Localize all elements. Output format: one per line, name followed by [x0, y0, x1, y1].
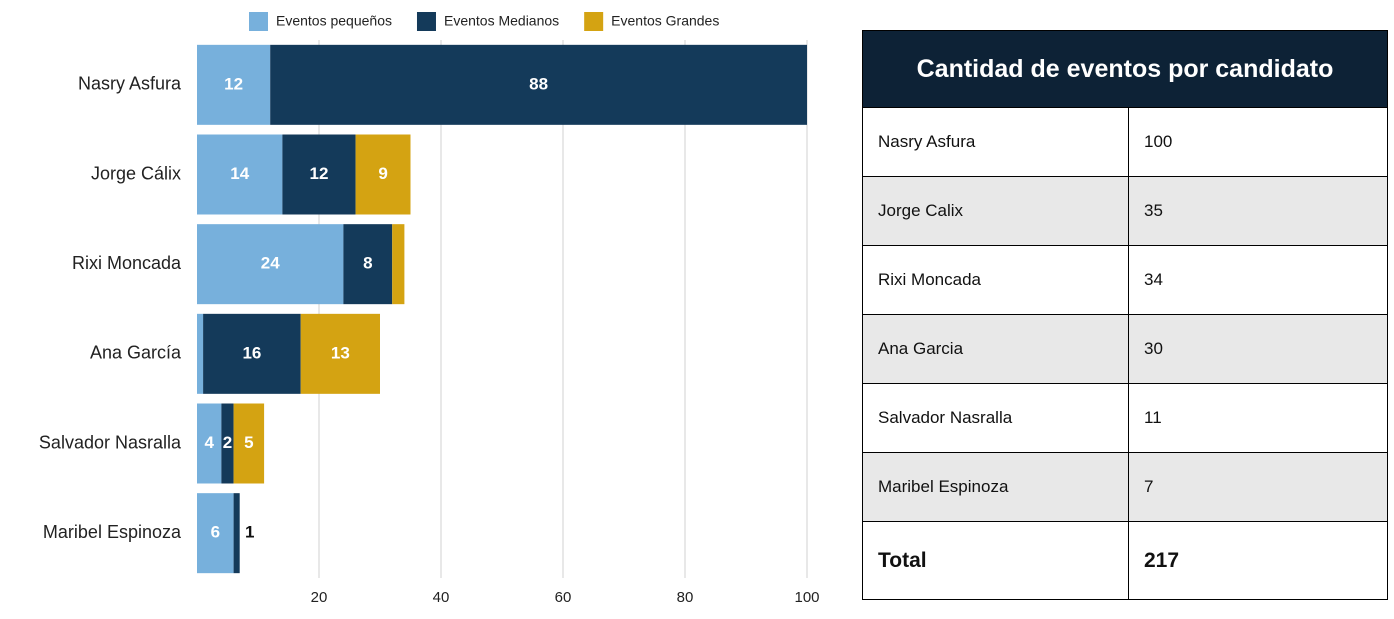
table-cell: Nasry Asfura [862, 107, 1129, 177]
bar-segment [197, 313, 204, 394]
bar-segment [197, 403, 222, 484]
table-cell: 30 [1128, 314, 1388, 384]
legend-label: Eventos Medianos [444, 13, 559, 29]
table-row: Maribel Espinoza 7 [862, 452, 1388, 522]
x-tick-label: 100 [794, 589, 819, 606]
table-cell: 34 [1128, 245, 1388, 315]
chart: 20 40 60 80 100 Eventos pequeños Eventos Media… [39, 12, 820, 606]
y-tick-label: Jorge Cálix [91, 163, 181, 183]
table-cell: 217 [1128, 521, 1388, 600]
table-cell: 100 [1128, 107, 1388, 177]
y-tick-label: Ana García [90, 343, 182, 363]
bar-segment [282, 134, 356, 215]
legend-label: Eventos Grandes [611, 13, 719, 29]
x-tick-label: 40 [433, 589, 450, 606]
bar-segment [300, 313, 380, 394]
y-tick-label: Salvador Nasralla [39, 432, 182, 452]
table-cell: Jorge Calix [862, 176, 1129, 246]
x-tick-label: 80 [677, 589, 694, 606]
legend-swatch [249, 12, 268, 31]
bar-segment [197, 224, 344, 305]
table-row: Salvador Nasralla 11 [862, 383, 1388, 453]
legend-label: Eventos pequeños [276, 13, 392, 29]
bar-segment [197, 493, 234, 574]
y-tick-label: Maribel Espinoza [43, 522, 182, 542]
table-header: Cantidad de eventos por candidato [862, 30, 1388, 108]
table-cell: Rixi Moncada [862, 245, 1129, 315]
table-row: Rixi Moncada 34 [862, 245, 1388, 315]
bar-segment [203, 313, 301, 394]
legend-swatch [416, 12, 436, 31]
bar-segment [221, 403, 234, 484]
y-tick-label: Rixi Moncada [72, 253, 182, 273]
x-tick-label: 20 [311, 589, 328, 606]
data-label: 12 [224, 74, 243, 93]
bar-segment [343, 224, 393, 305]
data-label: 13 [331, 343, 350, 362]
bar-segment [197, 44, 271, 125]
data-label: 1 [245, 523, 254, 542]
table-cell: Total [862, 521, 1129, 600]
data-label: 16 [242, 343, 261, 362]
data-label: 6 [211, 523, 220, 542]
table-cell: 7 [1128, 452, 1388, 522]
bar-segment [233, 493, 240, 574]
table-row: Total 217 [862, 521, 1388, 600]
legend-swatch [584, 12, 604, 31]
data-label: 8 [363, 254, 372, 273]
bar-segment [392, 224, 405, 305]
y-tick-label: Nasry Asfura [78, 74, 182, 94]
bar-segment [197, 134, 283, 215]
table-cell: Salvador Nasralla [862, 383, 1129, 453]
table-cell: 11 [1128, 383, 1388, 453]
table-cell: 35 [1128, 176, 1388, 246]
table-row: Ana Garcia 30 [862, 314, 1388, 384]
table: Cantidad de eventos por candidato Nasry … [862, 30, 1388, 600]
data-label: 2 [223, 433, 232, 452]
bar-segment [233, 403, 265, 484]
x-tick-label: 60 [555, 589, 572, 606]
bar-segment [270, 44, 807, 125]
data-label: 5 [244, 433, 253, 452]
table-row: Nasry Asfura 100 [862, 107, 1388, 177]
table-row: Jorge Calix 35 [862, 176, 1388, 246]
data-label: 12 [310, 164, 329, 183]
bar-segment [355, 134, 411, 215]
data-label: 88 [529, 74, 548, 93]
table-title: Cantidad de eventos por candidato [862, 30, 1388, 108]
table-cell: Ana Garcia [862, 314, 1129, 384]
data-label: 14 [230, 164, 249, 183]
data-label: 4 [204, 433, 214, 452]
table-cell: Maribel Espinoza [862, 452, 1129, 522]
data-label: 24 [261, 254, 280, 273]
data-label: 9 [378, 164, 387, 183]
